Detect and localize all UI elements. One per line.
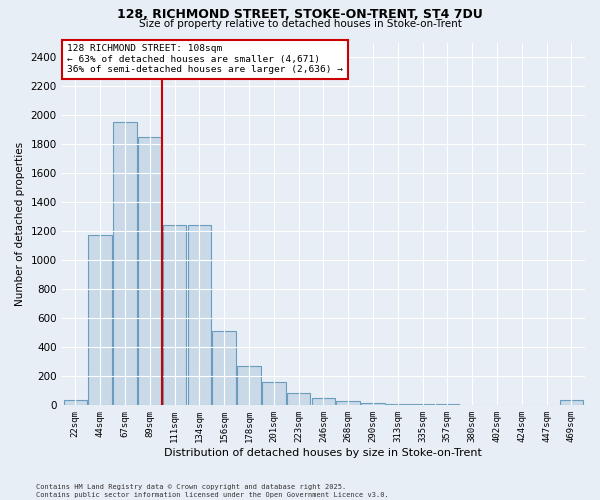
Bar <box>188 225 211 405</box>
Bar <box>237 366 261 405</box>
Bar <box>163 225 186 405</box>
Y-axis label: Number of detached properties: Number of detached properties <box>15 142 25 306</box>
Bar <box>287 392 310 405</box>
Bar <box>361 402 385 405</box>
Text: 128 RICHMOND STREET: 108sqm
← 63% of detached houses are smaller (4,671)
36% of : 128 RICHMOND STREET: 108sqm ← 63% of det… <box>67 44 343 74</box>
Bar <box>386 404 410 405</box>
Bar <box>88 236 112 405</box>
Bar <box>64 400 87 405</box>
Bar <box>311 398 335 405</box>
Bar <box>262 382 286 405</box>
X-axis label: Distribution of detached houses by size in Stoke-on-Trent: Distribution of detached houses by size … <box>164 448 482 458</box>
Text: Size of property relative to detached houses in Stoke-on-Trent: Size of property relative to detached ho… <box>139 19 461 29</box>
Text: Contains HM Land Registry data © Crown copyright and database right 2025.
Contai: Contains HM Land Registry data © Crown c… <box>36 484 389 498</box>
Bar <box>138 136 161 405</box>
Bar <box>560 400 583 405</box>
Bar <box>337 401 360 405</box>
Bar <box>411 404 434 405</box>
Text: 128, RICHMOND STREET, STOKE-ON-TRENT, ST4 7DU: 128, RICHMOND STREET, STOKE-ON-TRENT, ST… <box>117 8 483 20</box>
Bar <box>212 331 236 405</box>
Bar <box>113 122 137 405</box>
